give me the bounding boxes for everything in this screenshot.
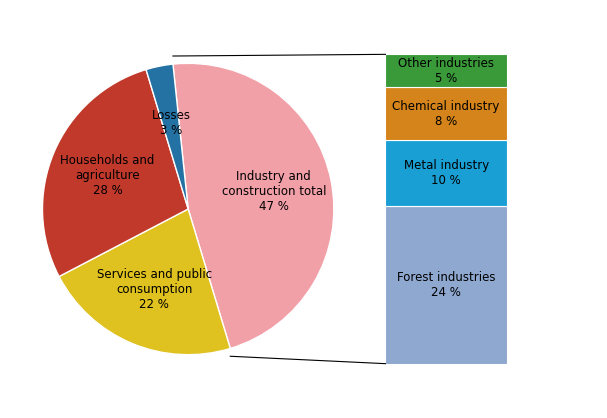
Wedge shape [42,69,188,276]
Bar [385,140,507,206]
Bar [385,54,507,87]
Text: Industry and
construction total
47 %: Industry and construction total 47 % [222,170,326,213]
Bar [385,206,507,364]
Text: Other industries
5 %: Other industries 5 % [398,57,494,85]
Bar [385,87,507,140]
Wedge shape [59,209,230,355]
Text: Chemical industry
8 %: Chemical industry 8 % [393,99,500,127]
Text: Forest industries
24 %: Forest industries 24 % [397,271,495,299]
Text: Households and
agriculture
28 %: Households and agriculture 28 % [61,154,155,196]
Text: Losses
3 %: Losses 3 % [151,110,191,138]
Wedge shape [146,64,188,209]
Text: Services and public
consumption
22 %: Services and public consumption 22 % [97,268,212,311]
Wedge shape [173,63,334,349]
Text: Metal industry
10 %: Metal industry 10 % [404,159,489,187]
